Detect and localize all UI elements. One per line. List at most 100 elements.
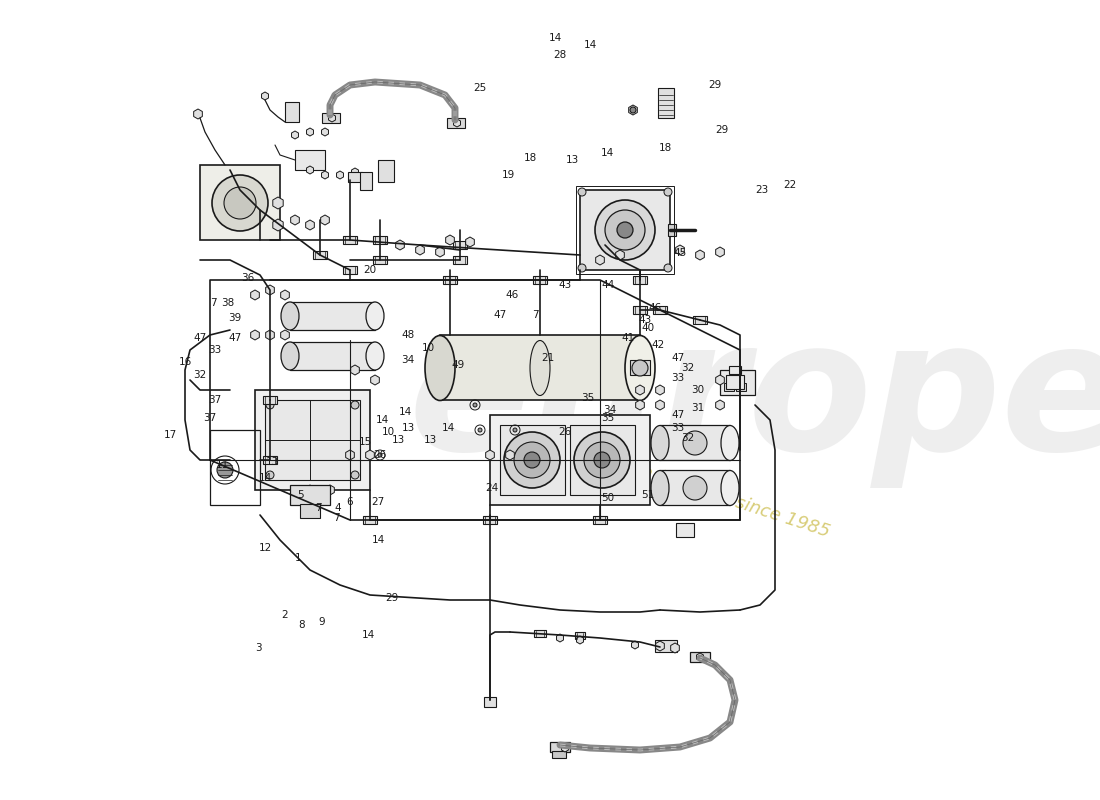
- Text: 14: 14: [375, 415, 388, 425]
- Bar: [322, 113, 340, 123]
- Circle shape: [224, 187, 256, 219]
- Circle shape: [351, 401, 359, 409]
- Bar: [360, 172, 372, 190]
- Bar: [453, 241, 468, 249]
- Polygon shape: [656, 385, 664, 395]
- Text: 18: 18: [659, 143, 672, 153]
- Polygon shape: [306, 485, 315, 495]
- Text: 35: 35: [582, 393, 595, 403]
- Polygon shape: [629, 105, 637, 115]
- Text: europes: europes: [408, 312, 1100, 488]
- Text: 29: 29: [385, 593, 398, 603]
- Text: 42: 42: [651, 340, 664, 350]
- Circle shape: [524, 452, 540, 468]
- Text: 47: 47: [494, 310, 507, 320]
- Circle shape: [504, 432, 560, 488]
- Bar: [676, 523, 694, 537]
- Bar: [263, 456, 277, 464]
- Bar: [653, 306, 667, 314]
- Circle shape: [351, 471, 359, 479]
- Text: 13: 13: [565, 155, 579, 165]
- Text: 2: 2: [282, 610, 288, 620]
- Text: 26: 26: [559, 427, 572, 437]
- Polygon shape: [396, 240, 405, 250]
- Bar: [295, 150, 324, 170]
- Text: 21: 21: [541, 353, 554, 363]
- Text: 12: 12: [258, 543, 272, 553]
- Bar: [290, 342, 375, 370]
- Bar: [263, 396, 277, 404]
- Polygon shape: [280, 290, 289, 300]
- Bar: [373, 256, 387, 264]
- Bar: [373, 236, 387, 244]
- Text: 28: 28: [553, 50, 566, 60]
- Bar: [443, 276, 456, 284]
- Text: 32: 32: [681, 433, 694, 443]
- Polygon shape: [557, 634, 563, 642]
- Text: 46: 46: [505, 290, 518, 300]
- Bar: [658, 88, 674, 118]
- Polygon shape: [506, 450, 515, 460]
- Bar: [534, 276, 547, 284]
- Text: 16: 16: [178, 357, 191, 367]
- Bar: [729, 366, 741, 374]
- Text: 7: 7: [315, 503, 321, 513]
- Text: 37: 37: [208, 395, 221, 405]
- Bar: [575, 632, 585, 639]
- Polygon shape: [306, 220, 315, 230]
- Circle shape: [594, 452, 610, 468]
- Circle shape: [595, 200, 654, 260]
- Text: 8: 8: [299, 620, 306, 630]
- Text: 6: 6: [346, 497, 353, 507]
- Polygon shape: [616, 250, 625, 260]
- Bar: [453, 256, 468, 264]
- Bar: [534, 630, 546, 637]
- Polygon shape: [656, 400, 664, 410]
- Circle shape: [574, 432, 630, 488]
- Ellipse shape: [425, 335, 455, 401]
- Polygon shape: [321, 171, 329, 179]
- Circle shape: [473, 403, 477, 407]
- Polygon shape: [596, 255, 604, 265]
- Polygon shape: [273, 219, 283, 231]
- Polygon shape: [465, 237, 474, 247]
- Text: 25: 25: [473, 83, 486, 93]
- Bar: [552, 751, 567, 758]
- Bar: [724, 383, 734, 391]
- Polygon shape: [576, 636, 583, 644]
- Bar: [300, 504, 320, 518]
- Text: 47: 47: [671, 353, 684, 363]
- Text: 7: 7: [531, 310, 538, 320]
- Polygon shape: [436, 247, 444, 257]
- Text: 14: 14: [441, 423, 454, 433]
- Polygon shape: [371, 375, 380, 385]
- Polygon shape: [266, 285, 274, 295]
- Polygon shape: [716, 375, 724, 385]
- Polygon shape: [656, 641, 664, 651]
- Text: 33: 33: [671, 423, 684, 433]
- Text: 33: 33: [208, 345, 221, 355]
- Circle shape: [617, 222, 632, 238]
- Polygon shape: [321, 128, 329, 136]
- Bar: [690, 652, 710, 662]
- Bar: [290, 485, 330, 505]
- Bar: [576, 186, 674, 274]
- Text: 19: 19: [502, 170, 515, 180]
- Polygon shape: [194, 109, 202, 119]
- Bar: [660, 425, 730, 460]
- Text: 34: 34: [604, 405, 617, 415]
- Circle shape: [266, 401, 274, 409]
- Text: 22: 22: [783, 180, 796, 190]
- Text: 13: 13: [424, 435, 437, 445]
- Text: 9: 9: [319, 617, 326, 627]
- Text: 27: 27: [372, 497, 385, 507]
- Circle shape: [664, 188, 672, 196]
- Bar: [363, 516, 377, 524]
- Bar: [580, 190, 670, 270]
- Circle shape: [630, 107, 636, 113]
- Polygon shape: [307, 128, 314, 136]
- Circle shape: [664, 264, 672, 272]
- Text: 43: 43: [559, 280, 572, 290]
- Bar: [348, 172, 362, 182]
- Bar: [550, 742, 570, 752]
